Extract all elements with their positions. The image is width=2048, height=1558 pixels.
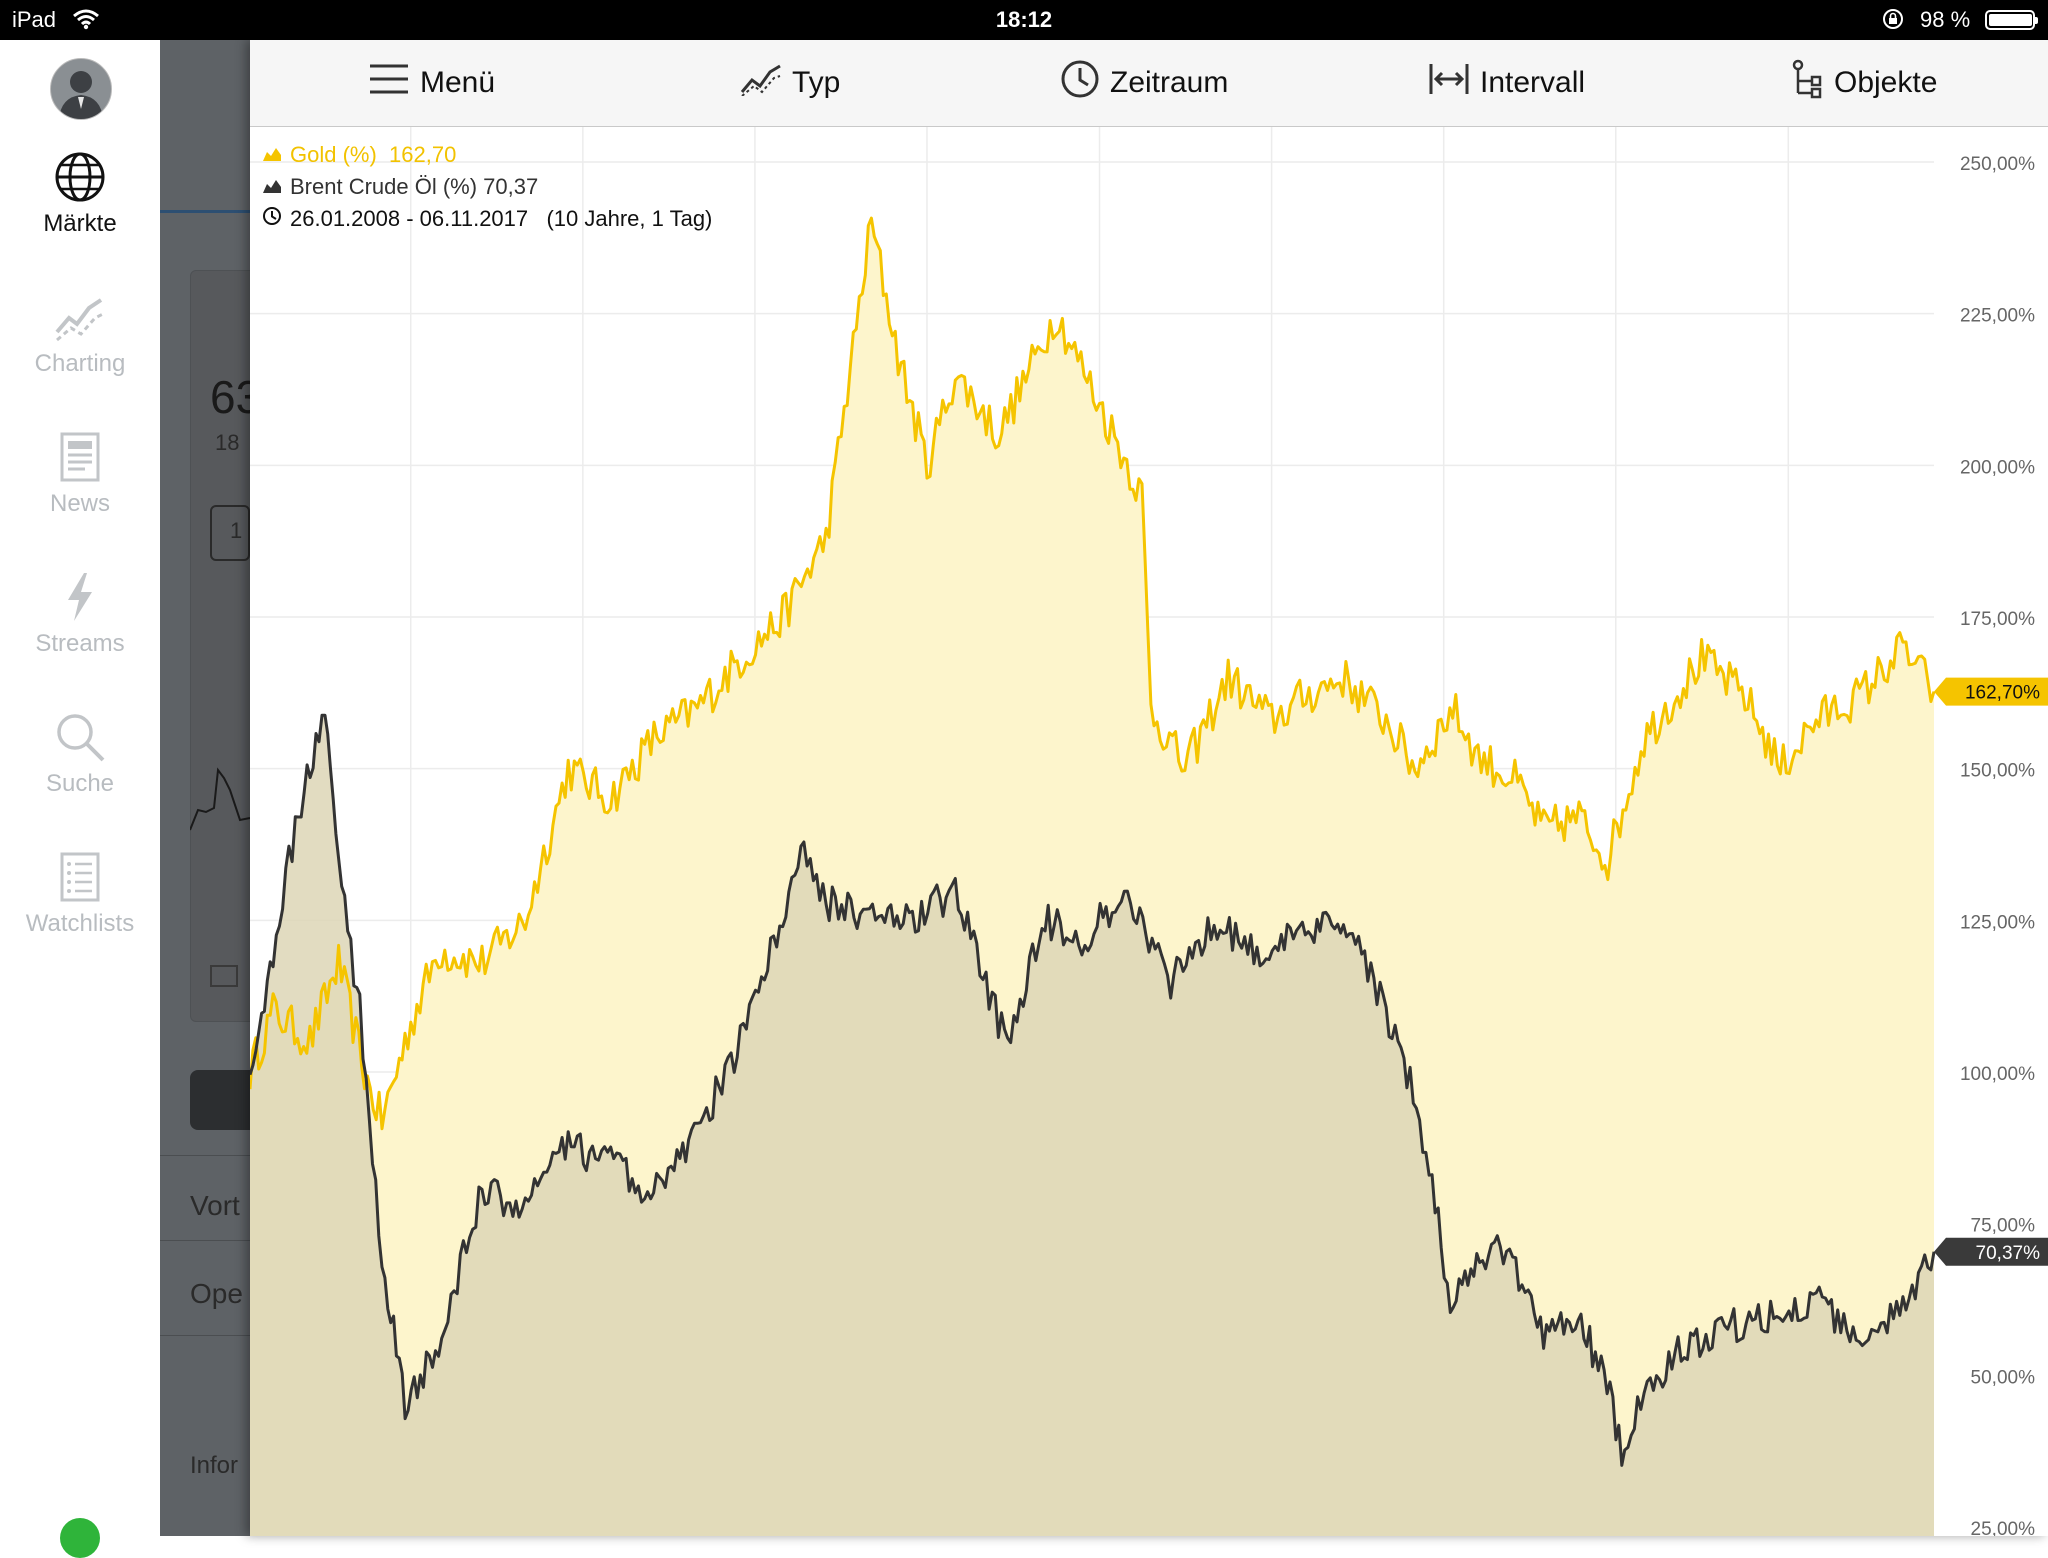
- sidebar-item-label: Watchlists: [25, 910, 135, 937]
- background-fragment: 18: [215, 430, 240, 455]
- y-tick-label: 25,00%: [1971, 1519, 2036, 1536]
- y-tick-label: 50,00%: [1971, 1367, 2036, 1388]
- sidebar: Märkte Charting News Streams Suche Watch…: [0, 40, 160, 1558]
- y-tick-label: 175,00%: [1960, 609, 2035, 630]
- brent-value-badge-text: 70,37%: [1976, 1243, 2041, 1264]
- comparison-chart[interactable]: 25,00% 50,00% 75,00% 100,00% 125,00% 150,00% 1…: [248, 127, 2048, 1540]
- objects-label: Objekte: [1834, 66, 1938, 99]
- globe-icon: [53, 150, 107, 204]
- legend-brent[interactable]: Brent Crude Öl (%) 70,37: [262, 171, 712, 203]
- wifi-icon: [72, 8, 100, 36]
- background-fragment: Vort: [190, 1190, 240, 1221]
- gold-value-badge-text: 162,70%: [1965, 683, 2040, 704]
- search-icon: [53, 710, 107, 764]
- chart-area[interactable]: 25,00% 50,00% 75,00% 100,00% 125,00% 150,00% 1…: [248, 127, 2048, 1540]
- legend-gold-label: Gold (%) 162,70: [290, 142, 457, 167]
- legend-brent-label: Brent Crude Öl (%) 70,37: [290, 174, 539, 199]
- hamburger-icon: [368, 62, 410, 104]
- background-fragment: 1: [230, 518, 243, 543]
- area-chart-icon: [262, 171, 282, 203]
- legend-period-label: 26.01.2008 - 06.11.2017 (10 Jahre, 1 Tag…: [290, 206, 713, 231]
- sidebar-item-label: Märkte: [43, 210, 117, 237]
- brent-value-badge-bg: [1934, 1237, 2048, 1266]
- status-bar: iPad 18:12 98 %: [0, 0, 2048, 40]
- background-fragment: 63: [210, 371, 250, 423]
- chart-toolbar: Menü Typ Zeitraum Intervall Objekte: [250, 40, 2048, 127]
- y-tick-label: 200,00%: [1960, 457, 2035, 478]
- clock: 18:12: [995, 7, 1053, 32]
- sidebar-item-maerkte[interactable]: Märkte: [0, 150, 160, 238]
- y-tick-label: 125,00%: [1960, 912, 2035, 933]
- sidebar-item-watchlists[interactable]: Watchlists: [0, 850, 160, 938]
- chart-line-icon: [53, 290, 107, 344]
- clock-icon: [1060, 59, 1100, 107]
- period-button[interactable]: Zeitraum: [1060, 59, 1229, 107]
- y-tick-label: 100,00%: [1960, 1064, 2035, 1085]
- period-label: Zeitraum: [1110, 66, 1229, 99]
- menu-button[interactable]: Menü: [368, 62, 495, 104]
- legend-gold[interactable]: Gold (%) 162,70: [262, 139, 712, 171]
- interval-label: Intervall: [1480, 66, 1586, 99]
- interval-icon: [1428, 62, 1470, 104]
- background-fragment: Ope: [190, 1278, 243, 1309]
- type-label: Typ: [792, 66, 841, 99]
- y-tick-label: 250,00%: [1960, 154, 2035, 175]
- objects-button[interactable]: Objekte: [1790, 59, 1938, 107]
- type-button[interactable]: Typ: [740, 62, 840, 104]
- interval-button[interactable]: Intervall: [1428, 62, 1585, 104]
- device-name: iPad: [12, 7, 57, 32]
- gold-line: [248, 216, 1936, 1131]
- y-tick-label: 225,00%: [1960, 306, 2035, 327]
- sidebar-item-news[interactable]: News: [0, 430, 160, 518]
- user-avatar[interactable]: [50, 58, 112, 120]
- brent-line: [248, 713, 1936, 1467]
- battery-percent: 98 %: [1920, 7, 1971, 32]
- sidebar-item-label: Suche: [45, 770, 115, 797]
- background-fragment: Infor: [190, 1452, 239, 1479]
- sidebar-item-label: Streams: [35, 630, 125, 657]
- battery-icon: [1985, 10, 2038, 30]
- chart-type-icon: [740, 62, 782, 104]
- sidebar-item-label: Charting: [34, 350, 126, 377]
- menu-label: Menü: [420, 66, 496, 99]
- dimmed-background-page[interactable]: 63 18 1 Vort Ope Infor: [160, 40, 250, 1536]
- brent-area: [250, 715, 1934, 1536]
- newspaper-icon: [53, 430, 107, 484]
- y-tick-label: 150,00%: [1960, 761, 2035, 782]
- chart-legend: Gold (%) 162,70 Brent Crude Öl (%) 70,37…: [262, 139, 712, 235]
- area-chart-icon: [262, 139, 282, 171]
- y-tick-label: 75,00%: [1971, 1216, 2036, 1237]
- sidebar-item-streams[interactable]: Streams: [0, 570, 160, 658]
- sidebar-item-suche[interactable]: Suche: [0, 710, 160, 798]
- lightning-icon: [53, 570, 107, 624]
- clock-icon: [262, 203, 282, 235]
- objects-tree-icon: [1790, 59, 1824, 107]
- connection-status-dot: [60, 1518, 100, 1558]
- rotation-lock-icon: [1882, 8, 1904, 36]
- sidebar-item-charting[interactable]: Charting: [0, 290, 160, 378]
- chart-overlay-panel: Menü Typ Zeitraum Intervall Objekte 25,0…: [248, 40, 2048, 1540]
- gold-value-badge-bg: [1934, 677, 2048, 706]
- list-icon: [53, 850, 107, 904]
- legend-period: 26.01.2008 - 06.11.2017 (10 Jahre, 1 Tag…: [262, 203, 712, 235]
- sidebar-item-label: News: [49, 490, 110, 517]
